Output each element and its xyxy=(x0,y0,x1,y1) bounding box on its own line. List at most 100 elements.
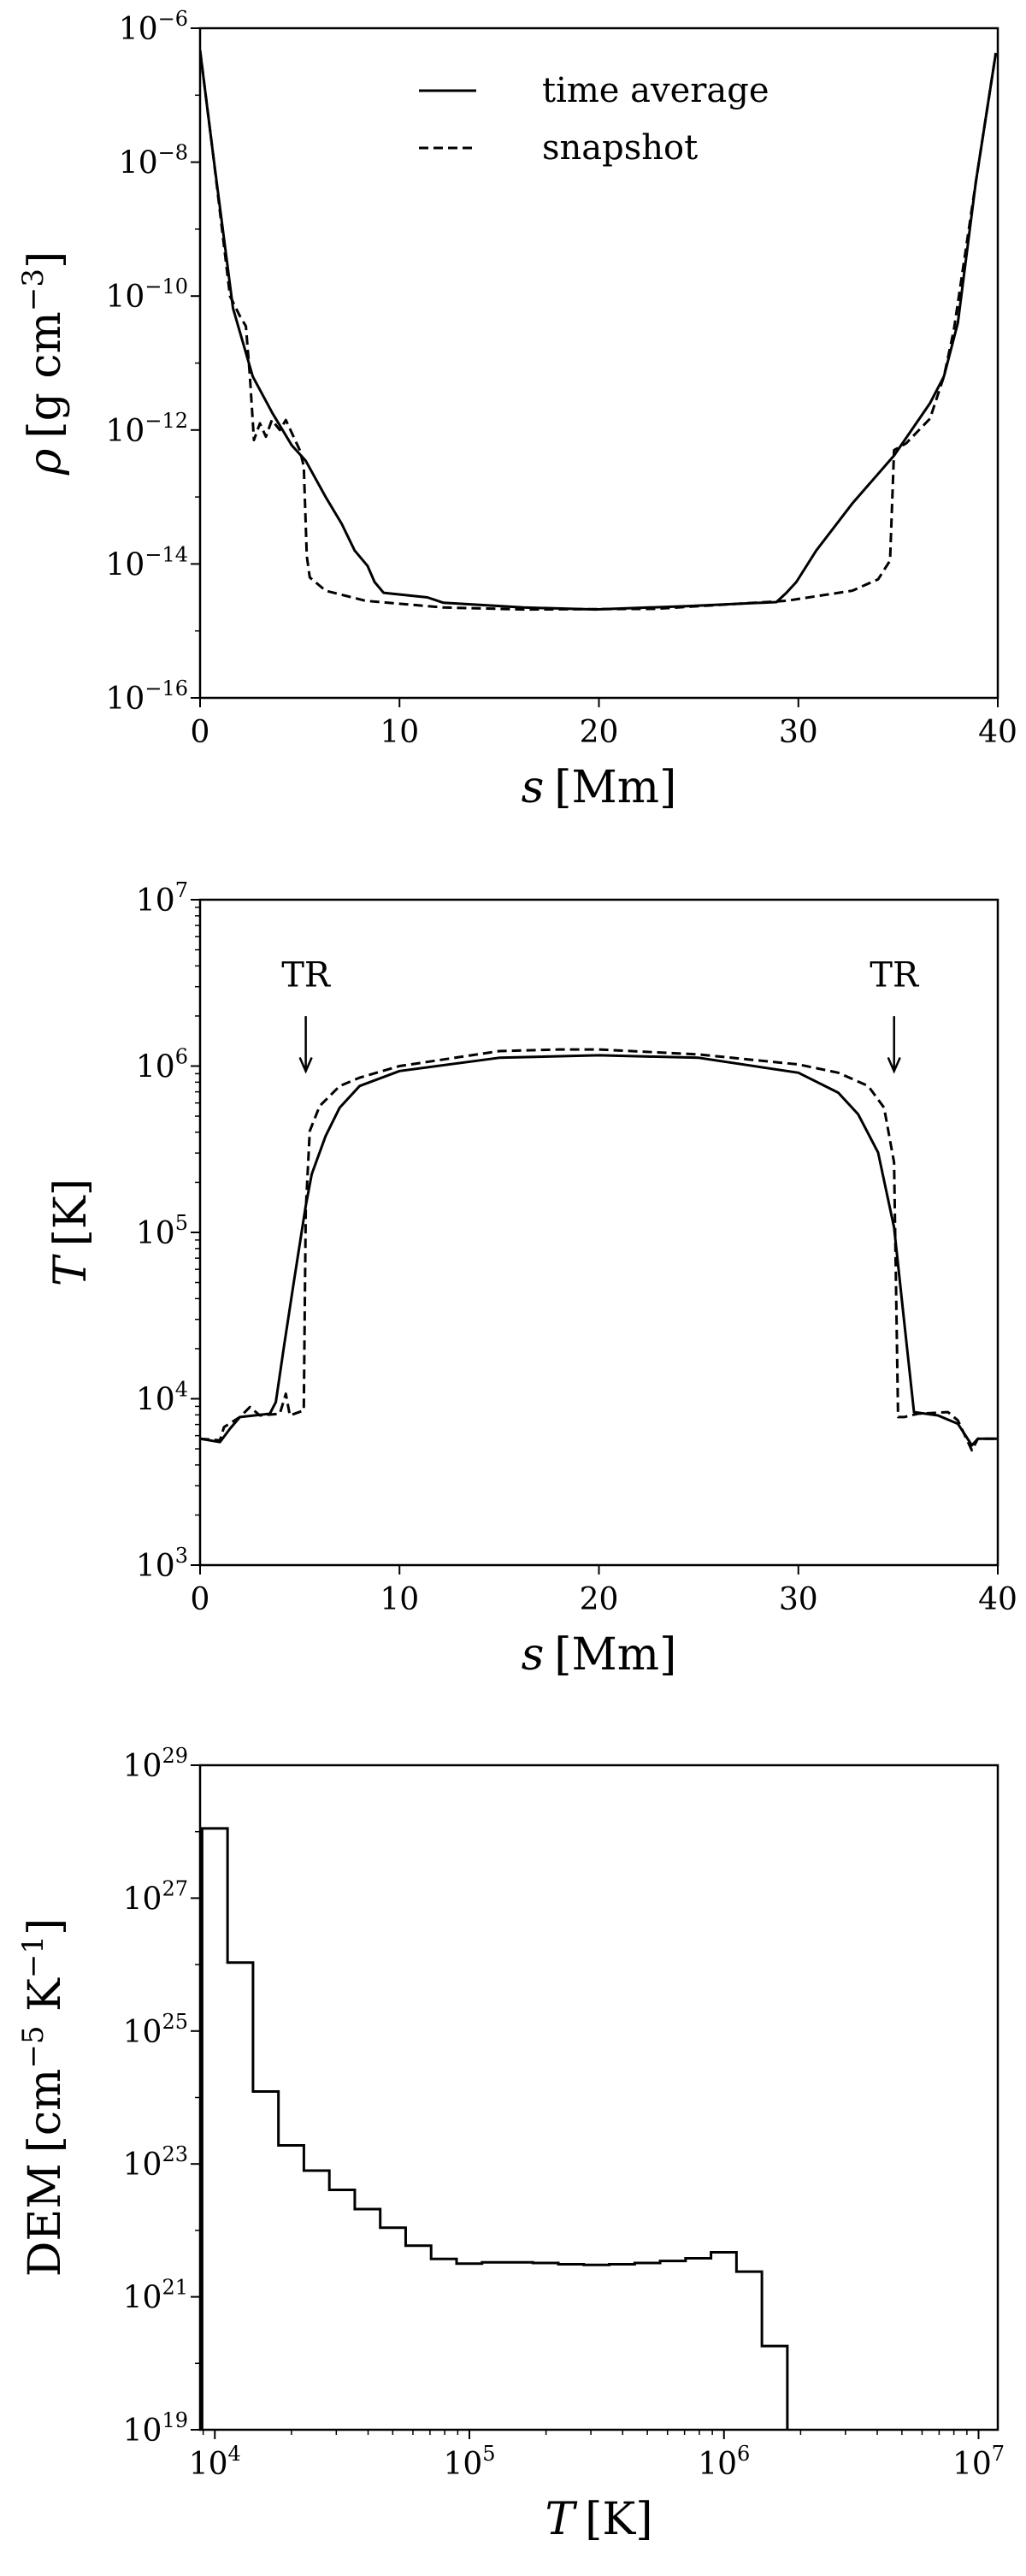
arrow-head-icon xyxy=(298,1056,313,1074)
legend-label-snapshot: snapshot xyxy=(542,128,698,168)
y-tick-label-base: 10 xyxy=(119,12,158,47)
x-tick-label: 40 xyxy=(978,1582,1017,1617)
y-axis-unit: [K] xyxy=(45,1179,97,1246)
x-tick-label-base: 10 xyxy=(698,2447,737,2482)
y-tick-label-exponent: −12 xyxy=(144,409,188,433)
y-tick-label-base: 10 xyxy=(106,547,145,582)
y-tick-label: 10−10 xyxy=(106,275,188,315)
y-tick-label-base: 10 xyxy=(123,1749,162,1784)
x-tick-label-base: 10 xyxy=(952,2447,992,2482)
y-axis-exponent2: −1 xyxy=(16,1935,50,1978)
y-axis-close: ] xyxy=(20,1918,71,1935)
y-tick-label-exponent: −14 xyxy=(144,542,188,566)
x-tick-label-exponent: 6 xyxy=(737,2442,750,2466)
y-tick-label: 1021 xyxy=(123,2276,188,2316)
y-axis-unit: [g cm xyxy=(20,311,71,439)
y-tick-label-base: 10 xyxy=(136,1549,175,1584)
x-axis-label: s [Mm] xyxy=(522,762,677,813)
y-tick-label: 1025 xyxy=(123,2010,188,2050)
x-tick-label-exponent: 5 xyxy=(482,2442,495,2466)
y-axis-label: DEM [cm−5 K−1] xyxy=(16,1918,71,2278)
series-line-snapshot xyxy=(200,50,998,612)
x-tick-label: 106 xyxy=(698,2442,750,2482)
tr-annotation-label: TR xyxy=(281,956,332,996)
y-tick-label-exponent: 3 xyxy=(175,1544,188,1568)
y-tick-label: 1029 xyxy=(123,1744,188,1784)
x-axis-var: s xyxy=(522,1629,545,1681)
y-tick-label-base: 10 xyxy=(123,1882,162,1917)
y-tick-label-exponent: 5 xyxy=(175,1211,188,1235)
y-tick-label: 103 xyxy=(136,1544,188,1584)
x-tick-label: 0 xyxy=(191,1582,210,1617)
y-tick-label-exponent: 25 xyxy=(162,2010,188,2034)
y-tick-label-base: 10 xyxy=(123,2281,162,2316)
y-tick-label-base: 10 xyxy=(123,2414,162,2449)
y-tick-label: 1023 xyxy=(123,2142,188,2183)
x-tick-label-exponent: 4 xyxy=(228,2442,241,2466)
tr-annotation-label: TR xyxy=(870,956,920,996)
x-tick-label: 20 xyxy=(580,715,619,750)
y-tick-label: 1027 xyxy=(123,1876,188,1917)
y-axis-var: ρ xyxy=(20,448,71,476)
y-tick-label-exponent: 23 xyxy=(162,2142,188,2166)
y-tick-label-exponent: −6 xyxy=(158,7,188,31)
y-tick-label-exponent: 21 xyxy=(162,2276,188,2300)
y-tick-label: 10−6 xyxy=(119,7,188,47)
series-line-time-average xyxy=(200,1054,998,1447)
x-axis-var: s xyxy=(522,762,545,813)
y-tick-label-exponent: 7 xyxy=(175,878,188,902)
x-axis-unit: [Mm] xyxy=(554,1629,676,1681)
x-axis-label: s [Mm] xyxy=(522,1629,677,1681)
y-tick-label-base: 10 xyxy=(136,883,175,919)
x-axis-unit: [Mm] xyxy=(554,762,676,813)
y-tick-label-base: 10 xyxy=(123,2015,162,2050)
y-tick-label-base: 10 xyxy=(136,1050,175,1085)
y-tick-label-base: 10 xyxy=(106,682,145,717)
x-tick-label-base: 10 xyxy=(189,2447,228,2482)
y-tick-label-exponent: 27 xyxy=(162,1876,188,1900)
y-axis-var: T xyxy=(45,1254,97,1286)
y-tick-label-base: 10 xyxy=(136,1216,175,1251)
axes-frame xyxy=(198,1764,999,2431)
x-tick-label: 107 xyxy=(952,2442,1005,2482)
x-tick-label: 30 xyxy=(779,715,818,750)
x-tick-label-exponent: 7 xyxy=(992,2442,1005,2466)
dem-histogram-step xyxy=(200,1827,789,2430)
y-axis-label: T [K] xyxy=(45,1179,97,1286)
x-axis-unit: [K] xyxy=(585,2494,652,2545)
y-tick-label: 104 xyxy=(136,1378,188,1418)
arrow-head-icon xyxy=(887,1056,901,1074)
y-tick-label: 107 xyxy=(136,878,188,919)
y-tick-label: 10−8 xyxy=(119,141,188,181)
y-tick-label: 106 xyxy=(136,1045,188,1085)
y-axis-close: ] xyxy=(20,251,71,269)
y-axis-unit: [cm xyxy=(20,2069,71,2154)
y-axis-unit2: K xyxy=(20,1977,71,2026)
y-tick-label-base: 10 xyxy=(136,1383,175,1418)
axes-frame xyxy=(198,27,999,700)
y-axis-exponent: −3 xyxy=(16,269,50,311)
y-tick-label: 10−16 xyxy=(106,676,188,717)
x-axis-label: T [K] xyxy=(545,2494,652,2545)
y-tick-label: 10−12 xyxy=(106,409,188,449)
series-line-snapshot xyxy=(200,1048,998,1452)
x-tick-label: 20 xyxy=(580,1582,619,1617)
x-tick-label: 104 xyxy=(189,2442,241,2482)
y-tick-label-exponent: −16 xyxy=(144,676,188,700)
x-tick-label: 105 xyxy=(443,2442,495,2482)
y-tick-label-exponent: −8 xyxy=(158,141,188,165)
y-tick-label-base: 10 xyxy=(106,414,145,449)
y-axis-var: DEM xyxy=(20,2163,71,2277)
x-tick-label-base: 10 xyxy=(443,2447,482,2482)
axes-frame xyxy=(198,898,999,1567)
x-axis-var: T xyxy=(545,2494,577,2545)
legend-label-time-average: time average xyxy=(542,71,770,110)
y-tick-label-exponent: 19 xyxy=(162,2408,188,2432)
y-tick-label-base: 10 xyxy=(119,146,158,181)
x-tick-label: 10 xyxy=(380,1582,419,1617)
y-axis-exponent: −5 xyxy=(16,2026,50,2069)
y-tick-label: 1019 xyxy=(123,2408,188,2449)
